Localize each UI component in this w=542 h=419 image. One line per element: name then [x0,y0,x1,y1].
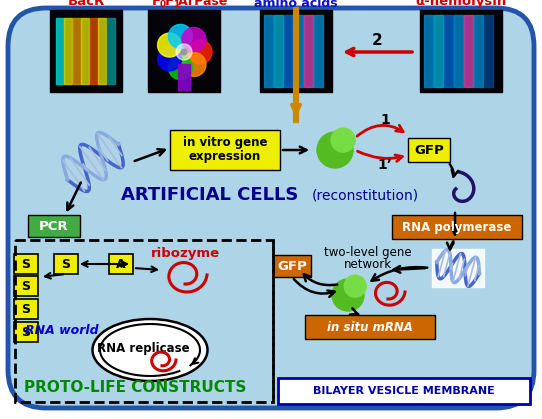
Bar [98,18,106,84]
Text: PROTO-LIFE CONSTRUCTS: PROTO-LIFE CONSTRUCTS [24,380,246,395]
FancyBboxPatch shape [8,8,534,408]
FancyBboxPatch shape [54,254,78,274]
Bar [274,15,283,87]
Text: in vitro gene: in vitro gene [183,135,267,148]
Circle shape [169,56,192,80]
Text: two-level gene: two-level gene [324,246,412,259]
Text: BacR: BacR [67,0,105,8]
Circle shape [331,128,355,152]
FancyBboxPatch shape [408,138,450,162]
Bar [284,15,293,87]
Text: S: S [22,326,30,339]
Text: RNA polymerase: RNA polymerase [402,220,512,233]
Text: α-hemolysin: α-hemolysin [415,0,507,8]
Text: BILAYER VESICLE MEMBRANE: BILAYER VESICLE MEMBRANE [313,386,495,396]
Text: A: A [116,258,126,271]
Bar [484,15,493,87]
FancyBboxPatch shape [50,10,122,92]
FancyBboxPatch shape [273,255,311,277]
FancyBboxPatch shape [109,254,133,274]
Text: F: F [152,0,161,8]
FancyBboxPatch shape [260,10,332,92]
Text: RNA world: RNA world [25,323,99,336]
Circle shape [317,132,353,168]
Circle shape [169,24,192,49]
Bar [314,15,323,87]
Bar [304,15,313,87]
Text: 0: 0 [160,0,166,9]
Circle shape [182,28,206,52]
Circle shape [176,44,192,60]
Bar [90,18,98,84]
Bar [56,18,64,84]
Circle shape [188,40,212,64]
Text: ARTIFICIAL CELLS: ARTIFICIAL CELLS [121,186,299,204]
Text: in situ mRNA: in situ mRNA [327,321,413,334]
Text: 1: 1 [380,113,390,127]
FancyBboxPatch shape [28,215,80,237]
Text: ATP: ATP [282,0,310,2]
Text: amino acids: amino acids [254,0,338,10]
Text: S: S [22,303,30,316]
FancyBboxPatch shape [14,276,38,296]
Bar [64,18,72,84]
FancyBboxPatch shape [148,10,220,92]
Ellipse shape [93,319,208,381]
Bar [434,15,443,87]
FancyBboxPatch shape [392,215,522,239]
Bar [178,64,190,90]
Bar [294,15,303,87]
Bar [424,15,433,87]
Text: ribozyme: ribozyme [151,247,220,260]
FancyBboxPatch shape [14,254,38,274]
FancyBboxPatch shape [14,322,38,342]
Text: GFP: GFP [414,143,444,157]
Text: S: S [22,258,30,271]
Text: 1: 1 [173,0,179,9]
Circle shape [344,275,366,297]
Bar [81,18,89,84]
Text: ATPase: ATPase [178,0,228,8]
Bar [264,15,273,87]
FancyBboxPatch shape [14,299,38,319]
Text: F: F [165,0,174,8]
Text: 2: 2 [372,33,382,48]
FancyBboxPatch shape [278,378,530,404]
Text: GFP: GFP [277,259,307,272]
Text: PCR: PCR [39,220,69,233]
FancyBboxPatch shape [170,130,280,170]
Bar [73,18,81,84]
Text: RNA replicase: RNA replicase [96,341,189,354]
Circle shape [158,47,182,71]
Text: expression: expression [189,150,261,163]
Text: (reconstitution): (reconstitution) [312,188,418,202]
Bar [107,18,115,84]
Circle shape [158,33,182,57]
Bar [474,15,483,87]
Bar [444,15,453,87]
Bar [464,15,473,87]
Text: S: S [61,258,70,271]
FancyBboxPatch shape [420,10,502,92]
Bar [432,249,484,287]
Bar [454,15,463,87]
Text: S: S [22,279,30,292]
Circle shape [332,279,364,311]
Text: 1’: 1’ [378,158,392,172]
Text: network: network [344,258,392,271]
Circle shape [182,52,206,77]
FancyBboxPatch shape [305,315,435,339]
